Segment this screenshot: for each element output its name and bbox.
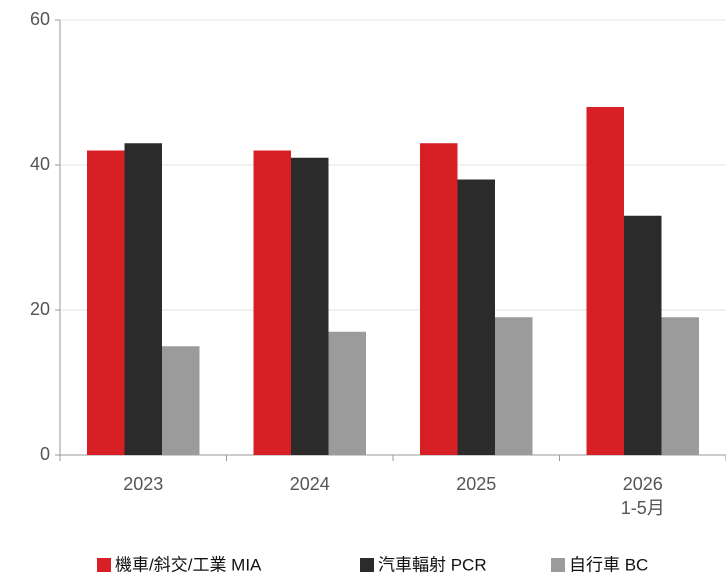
x-tick-label: 2026 1-5月 (621, 474, 665, 518)
bar (624, 215, 662, 455)
bar (124, 143, 162, 455)
bar (162, 346, 200, 455)
x-tick-label: 2024 (290, 474, 330, 494)
legend: 機車/斜交/工業 MIA 汽車輻射 PCR 自行車 BC (97, 555, 648, 574)
legend-swatch (551, 558, 565, 572)
legend-label: 汽車輻射 PCR (378, 555, 487, 574)
y-tick-label: 60 (30, 9, 50, 29)
y-tick-label: 0 (40, 444, 50, 464)
bar (495, 317, 533, 455)
bar (253, 150, 291, 455)
legend-swatch (360, 558, 374, 572)
x-tick-label: 2025 (456, 474, 496, 494)
bar (87, 150, 125, 455)
y-tick-label: 20 (30, 299, 50, 319)
legend-label: 機車/斜交/工業 MIA (115, 555, 262, 574)
legend-label: 自行車 BC (569, 555, 648, 574)
bar (661, 317, 699, 455)
legend-swatch (97, 558, 111, 572)
x-tick-label: 2023 (123, 474, 163, 494)
bar (328, 331, 366, 455)
bar (586, 107, 624, 455)
bar (291, 157, 329, 455)
y-tick-label: 40 (30, 154, 50, 174)
bar (457, 179, 495, 455)
bar (420, 143, 458, 455)
